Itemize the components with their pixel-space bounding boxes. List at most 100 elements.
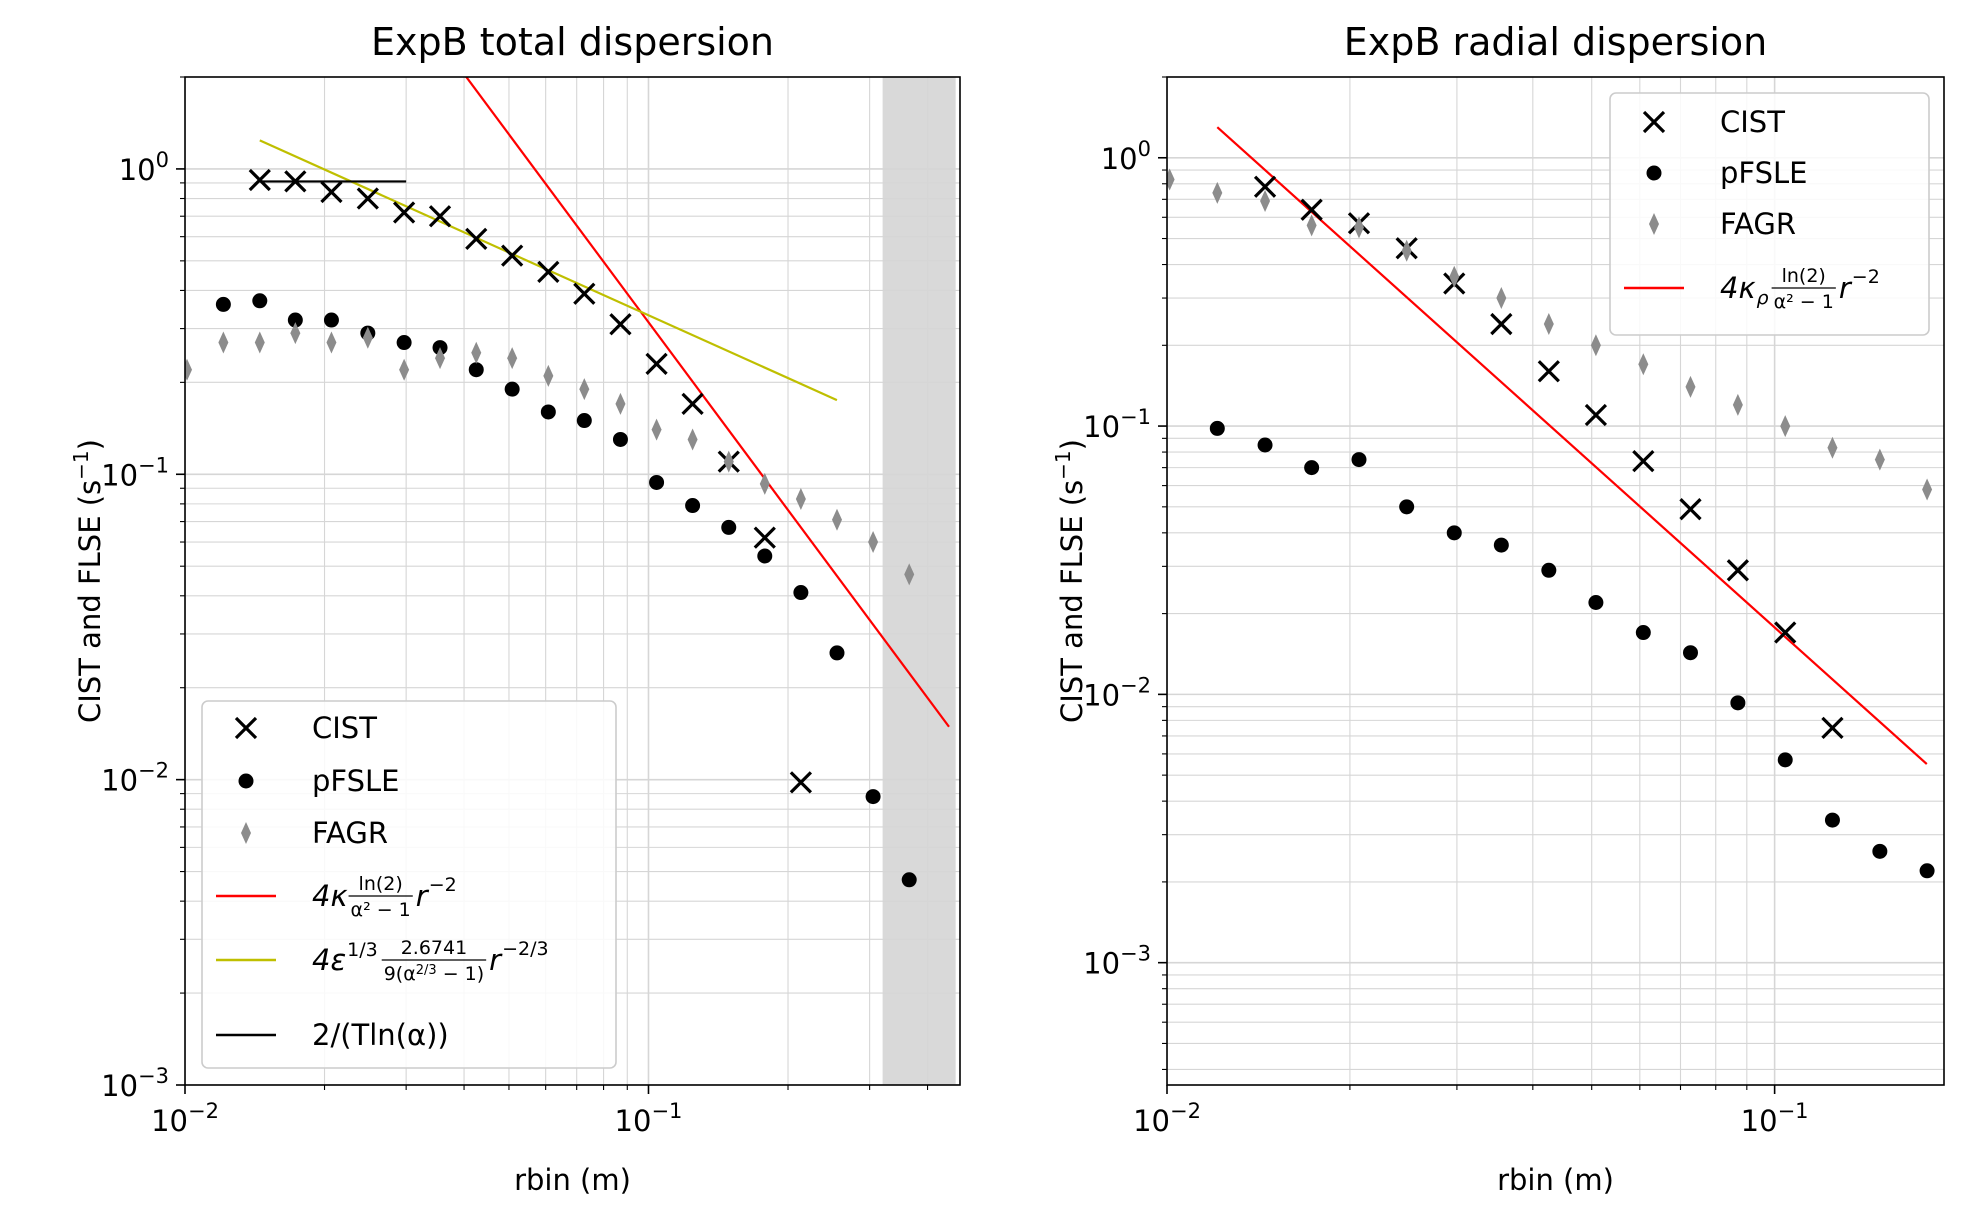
chart1-cist-point (1584, 403, 1608, 427)
chart1-cist-point (1726, 559, 1750, 582)
diamond-marker-icon (241, 822, 251, 844)
chart1-fagr-point (1496, 287, 1507, 310)
x-marker-icon (1642, 110, 1666, 134)
chart1-legend-math: ρ (1757, 287, 1769, 309)
chart0-frame (184, 76, 961, 1086)
chart0-legend-math: α² − 1 (351, 899, 411, 921)
chart1-xlabel: rbin (m) (1497, 1163, 1614, 1197)
chart1-pfsle-point (1872, 843, 1888, 859)
chart1-fagr-point (1212, 181, 1223, 204)
chart1-pfsle-point (1824, 812, 1840, 828)
chart0-pfsle-point (252, 293, 268, 309)
chart0-cist-point (501, 244, 524, 267)
chart1-legend-math: ln(2) (1782, 265, 1826, 287)
chart1-fagr-point (1401, 239, 1412, 262)
chart0-legend-label: pFSLE (312, 764, 399, 798)
chart1-cist-point (1679, 498, 1702, 521)
dot-marker-icon (238, 773, 254, 789)
chart1-fagr-point (1780, 415, 1791, 438)
chart1-pfsle-point (1777, 752, 1793, 768)
chart0-legend-item: 4ε 1/3 2.6741 9(α2/3 − 1) r −2/3 (216, 937, 549, 985)
chart1-title: ExpB radial dispersion (1344, 20, 1768, 64)
chart0-pfsle-point (576, 413, 592, 429)
chart1-fagr-point (1827, 436, 1838, 459)
chart1-legend-math: r (1839, 271, 1853, 305)
chart1-ytick-label: 100 (1101, 137, 1151, 176)
chart1-fit-line-3 (1216, 126, 1928, 765)
chart0-xlabel: rbin (m) (514, 1163, 631, 1197)
chart0-pfsle-point (612, 431, 628, 447)
chart1-fagr-point (1732, 393, 1743, 416)
chart0-legend-math: 4ε (312, 943, 346, 977)
chart1-fagr-point (1590, 334, 1601, 357)
chart0-legend-math: 2.6741 (401, 937, 467, 959)
chart0-pfsle-point (323, 312, 339, 328)
chart0-legend-box (201, 700, 617, 1069)
chart1-fagr-point (1638, 353, 1649, 376)
chart1-pfsle-point (1588, 594, 1604, 610)
chart0-pfsle-point (865, 789, 881, 805)
chart0-fagr-point (904, 563, 915, 586)
chart0-legend-math: 4κ (312, 879, 348, 913)
chart0-legend-item: CIST (234, 711, 377, 745)
chart1-fagr-point (1306, 214, 1317, 237)
diamond-marker-icon (1649, 213, 1659, 235)
chart1-data (1167, 126, 1935, 879)
chart1-legend-item: FAGR (1649, 207, 1796, 241)
chart0-fagr-point (435, 347, 446, 370)
chart1-pfsle-point (1682, 645, 1698, 661)
chart1-fagr-point (1543, 313, 1554, 336)
chart0-xtick-label: 10−2 (151, 1099, 219, 1138)
chart0-ytick-label: 10−3 (101, 1064, 169, 1103)
chart1-cist-point (1774, 621, 1797, 644)
chart0-pfsle-point (287, 312, 303, 328)
chart1-fagr-point (1922, 478, 1933, 501)
chart1-cist-point (1537, 360, 1560, 383)
chart0-cist-point (573, 282, 596, 305)
chart1-legend-math: α² − 1 (1774, 291, 1834, 313)
chart0-fagr-point (543, 364, 554, 387)
chart1-pfsle-point (1541, 562, 1557, 578)
chart0-cist-point (789, 771, 813, 794)
chart0-ylabel: CIST and FLSE (s−1) (69, 439, 107, 723)
dot-marker-icon (1646, 165, 1662, 181)
chart0-legend-item: FAGR (241, 816, 388, 850)
chart1-legend-math: −2 (1852, 266, 1880, 288)
chart1-legend-label: pFSLE (1720, 156, 1807, 190)
chart0-fagr-point (362, 326, 373, 349)
chart0-fagr-point (795, 487, 806, 510)
chart1-pfsle-point (1493, 537, 1509, 553)
chart1-cist-point (1300, 198, 1323, 221)
chart0-xtick-label: 10−1 (615, 1099, 683, 1138)
x-marker-icon (234, 716, 258, 740)
chart0-cist-point (645, 352, 668, 375)
chart0-legend-label: 2/(Tln(α)) (312, 1018, 449, 1052)
chart0-shaded-region (882, 77, 956, 1085)
chart0-pfsle-point (540, 404, 556, 420)
chart0-legend-math: 1/3 (347, 939, 378, 961)
chart1-fagr-point (1167, 168, 1175, 191)
chart0-data (185, 77, 950, 888)
chart1-legend-math: 4κ (1720, 271, 1756, 305)
chart0-fagr-point (290, 322, 301, 345)
chart0-pfsle-point (721, 519, 737, 535)
chart1-plot: 10−2 10−1 100 10−1 10−2 10−3 ExpB radial dispe… (1051, 20, 1945, 1197)
chart1-legend-box (1609, 92, 1930, 336)
chart0-pfsle-point (685, 498, 701, 514)
chart1-pfsle-point (1257, 437, 1273, 453)
chart0-legend-label: CIST (312, 711, 377, 745)
chart0-cist-point (537, 260, 560, 284)
chart0-title: ExpB total dispersion (371, 20, 774, 64)
chart0-fagr-point (471, 341, 482, 364)
chart0-pfsle-point (649, 474, 665, 490)
chart0-cist-point (428, 205, 452, 228)
chart0-pfsle-point (829, 645, 845, 661)
chart1-pfsle-point (1635, 625, 1651, 641)
chart1-xtick-label: 10−1 (1741, 1099, 1809, 1138)
chart1-frame (1166, 76, 1945, 1086)
chart1-xtick-label: 10−2 (1133, 1099, 1201, 1138)
chart0-fagr-point (759, 472, 770, 495)
chart0-fagr-point (831, 508, 842, 531)
chart1-legend-label: CIST (1720, 105, 1785, 139)
